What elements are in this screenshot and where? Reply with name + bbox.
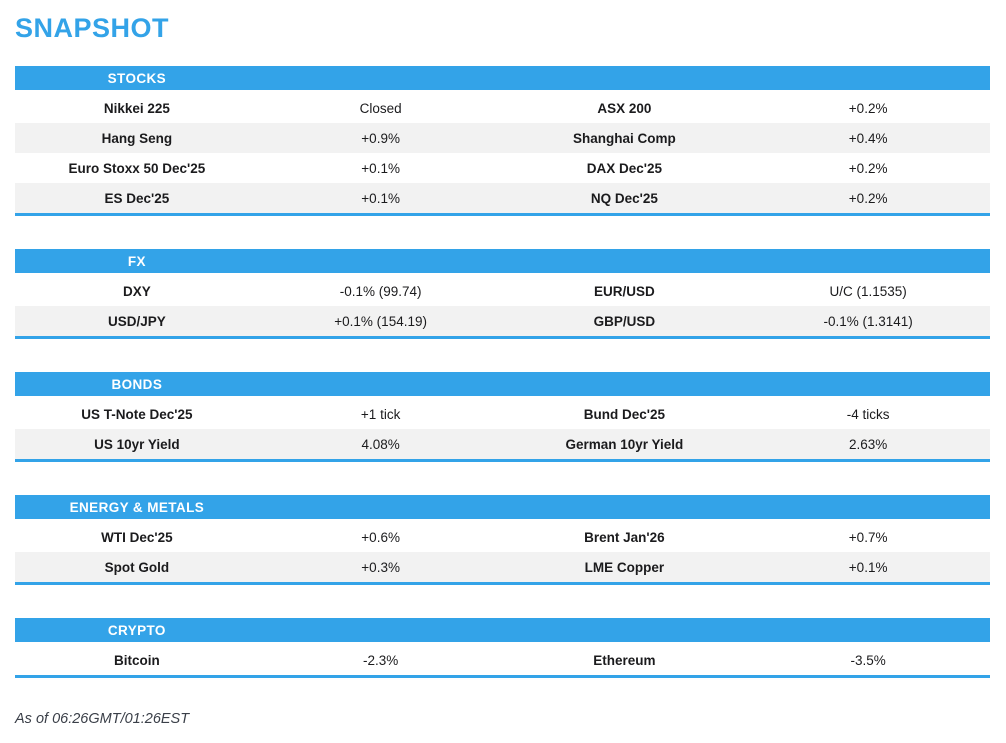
table-row: US T-Note Dec'25 +1 tick Bund Dec'25 -4 tic… — [15, 399, 990, 430]
instrument-name: Nikkei 225 — [103, 100, 170, 116]
instrument-change: U/C (1.1535) — [829, 283, 907, 299]
instrument-name: WTI Dec'25 — [101, 529, 173, 545]
instrument-change: +0.1% (154.19) — [334, 313, 427, 329]
instrument-change: +0.2% — [848, 190, 888, 206]
instrument-change: +0.1% — [848, 559, 888, 575]
section-header-label: FX — [127, 253, 146, 269]
instrument-name: Hang Seng — [101, 130, 173, 146]
instrument-name: NQ Dec'25 — [590, 190, 658, 206]
instrument-change: +0.2% — [848, 100, 888, 116]
instrument-change: 2.63% — [848, 436, 888, 452]
table-row: Nikkei 225 Closed ASX 200 +0.2% — [15, 93, 990, 124]
section-stocks: STOCKS Nikkei 225 Closed ASX 200 +0.2% Hang S… — [15, 66, 990, 217]
instrument-name: Ethereum — [593, 652, 656, 668]
instrument-name: USD/JPY — [107, 313, 166, 329]
section-energy-metals: ENERGY & METALS WTI Dec'25 +0.6% Brent Jan'… — [15, 495, 990, 586]
section-header: CRYPTO — [15, 618, 990, 643]
instrument-change: +0.4% — [848, 130, 888, 146]
section-header: FX — [15, 249, 990, 274]
instrument-change: -0.1% (1.3141) — [823, 313, 913, 329]
table-row: Spot Gold +0.3% LME Copper +0.1% — [15, 552, 990, 583]
instrument-name: ASX 200 — [597, 100, 652, 116]
table-row: Euro Stoxx 50 Dec'25 +0.1% DAX Dec'25 +0.2% — [15, 153, 990, 184]
instrument-change: +0.3% — [361, 559, 400, 575]
instrument-name: DXY — [122, 283, 151, 299]
instrument-name: Brent Jan'26 — [584, 529, 665, 545]
instrument-name: GBP/USD — [593, 313, 656, 329]
instrument-change: 4.08% — [361, 436, 400, 452]
instrument-change: -4 ticks — [846, 406, 890, 422]
instrument-change: +1 tick — [360, 406, 401, 422]
instrument-name: LME Copper — [584, 559, 665, 575]
section-fx: FX DXY -0.1% (99.74) EUR/USD U/C (1.1535) USD… — [15, 249, 990, 340]
instrument-name: US T-Note Dec'25 — [81, 406, 193, 422]
section-header-label: ENERGY & METALS — [69, 499, 205, 515]
instrument-change: +0.2% — [848, 160, 888, 176]
table-row: DXY -0.1% (99.74) EUR/USD U/C (1.1535) — [15, 276, 990, 307]
instrument-name: EUR/USD — [593, 283, 655, 299]
instrument-change: +0.1% — [361, 190, 400, 206]
instrument-change: -3.5% — [850, 652, 886, 668]
section-header: BONDS — [15, 372, 990, 397]
instrument-name: Bitcoin — [114, 652, 160, 668]
table-row: Hang Seng +0.9% Shanghai Comp +0.4% — [15, 123, 990, 154]
section-header: STOCKS — [15, 66, 990, 91]
instrument-name: ES Dec'25 — [104, 190, 170, 206]
instrument-change: +0.6% — [361, 529, 400, 545]
section-header-label: CRYPTO — [107, 622, 166, 638]
instrument-change: -0.1% (99.74) — [339, 283, 422, 299]
instrument-change: +0.7% — [848, 529, 888, 545]
table-row: ES Dec'25 +0.1% NQ Dec'25 +0.2% — [15, 183, 990, 214]
instrument-name: DAX Dec'25 — [586, 160, 662, 176]
instrument-name: Bund Dec'25 — [583, 406, 665, 422]
instrument-name: German 10yr Yield — [565, 436, 684, 452]
instrument-change: Closed — [359, 100, 402, 116]
section-header: ENERGY & METALS — [15, 495, 990, 520]
section-header-label: BONDS — [111, 376, 163, 392]
instrument-name: Shanghai Comp — [572, 130, 676, 146]
instrument-name: Euro Stoxx 50 Dec'25 — [68, 160, 206, 176]
timestamp-footer: As of 06:26GMT/01:26EST — [15, 711, 190, 728]
instrument-name: US 10yr Yield — [94, 436, 180, 452]
snapshot-table: STOCKS Nikkei 225 Closed ASX 200 +0.2% Hang S… — [15, 66, 991, 679]
table-row: USD/JPY +0.1% (154.19) GBP/USD -0.1% (1.314… — [15, 306, 990, 337]
instrument-name: Spot Gold — [104, 559, 170, 575]
section-header-label: STOCKS — [107, 70, 167, 86]
section-bonds: BONDS US T-Note Dec'25 +1 tick Bund Dec'25 -… — [15, 372, 990, 463]
page-title: SNAPSHOT — [15, 13, 170, 43]
table-row: US 10yr Yield 4.08% German 10yr Yield 2.63% — [15, 429, 990, 460]
table-row: Bitcoin -2.3% Ethereum -3.5% — [15, 645, 990, 676]
instrument-change: +0.9% — [361, 130, 400, 146]
section-crypto: CRYPTO Bitcoin -2.3% Ethereum -3.5% — [15, 618, 990, 679]
instrument-change: +0.1% — [361, 160, 400, 176]
table-row: WTI Dec'25 +0.6% Brent Jan'26 +0.7% — [15, 522, 990, 553]
instrument-change: -2.3% — [362, 652, 399, 668]
